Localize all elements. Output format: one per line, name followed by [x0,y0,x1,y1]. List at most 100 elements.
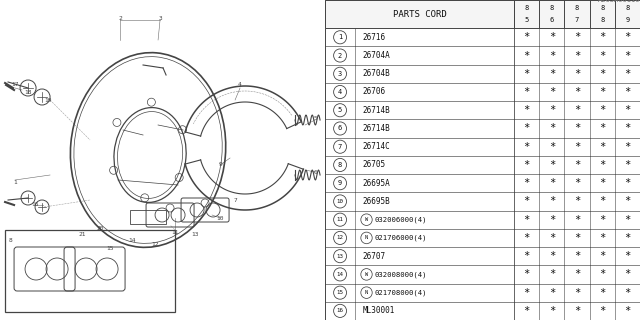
Text: *: * [574,142,580,152]
Text: 7: 7 [233,197,237,203]
Text: *: * [599,288,605,298]
Text: *: * [624,178,630,188]
Bar [325,0,640,28]
Text: 032008000(4): 032008000(4) [374,271,427,278]
Text: 4: 4 [338,89,342,95]
Text: 8: 8 [600,5,604,11]
Text: 13: 13 [337,254,344,259]
Text: *: * [524,178,530,188]
Text: 16: 16 [31,203,39,207]
Text: *: * [548,32,555,42]
Text: A263A00110: A263A00110 [598,0,640,3]
Text: 032006000(4): 032006000(4) [374,216,427,223]
Text: 26695A: 26695A [363,179,390,188]
Text: *: * [599,178,605,188]
Text: *: * [599,87,605,97]
Text: *: * [574,124,580,133]
Text: *: * [574,160,580,170]
Text: *: * [574,32,580,42]
Text: 26706: 26706 [363,87,386,97]
Text: *: * [524,288,530,298]
Text: *: * [524,215,530,225]
Text: 9: 9 [218,163,222,167]
Text: *: * [624,69,630,79]
Text: ML30001: ML30001 [363,306,396,316]
Text: 17: 17 [12,83,19,87]
Text: 26707: 26707 [363,252,386,261]
Text: 12: 12 [337,236,344,240]
Text: *: * [599,306,605,316]
Text: 8: 8 [550,5,554,11]
Text: 12: 12 [151,243,159,247]
Text: 8: 8 [575,5,579,11]
Text: 26716: 26716 [363,33,386,42]
Text: *: * [548,105,555,115]
Text: *: * [624,269,630,279]
Text: 6: 6 [550,17,554,23]
Text: *: * [624,87,630,97]
Text: 15: 15 [106,245,114,251]
Text: *: * [524,142,530,152]
Text: 6: 6 [313,170,317,174]
Text: 11: 11 [172,230,179,236]
Text: W: W [365,272,368,277]
Text: *: * [599,269,605,279]
Text: 3: 3 [338,71,342,77]
Text: 15: 15 [337,290,344,295]
Text: 26714C: 26714C [363,142,390,151]
Text: PARTS CORD: PARTS CORD [393,10,447,19]
Text: *: * [574,87,580,97]
Text: *: * [548,142,555,152]
Text: *: * [624,288,630,298]
Text: 16: 16 [337,308,344,313]
Text: 8: 8 [625,5,630,11]
Text: 9: 9 [625,17,630,23]
Text: *: * [624,251,630,261]
Text: W: W [365,217,368,222]
Text: *: * [548,69,555,79]
Text: *: * [624,51,630,60]
Bar [130,210,166,224]
Text: 2: 2 [338,52,342,59]
Text: *: * [574,178,580,188]
Text: *: * [574,196,580,206]
Text: *: * [599,215,605,225]
Text: *: * [599,196,605,206]
Text: 7: 7 [575,17,579,23]
Text: N: N [365,236,368,240]
Text: *: * [599,32,605,42]
Text: 14: 14 [337,272,344,277]
Text: 5: 5 [313,116,317,121]
Text: *: * [524,124,530,133]
Text: *: * [548,269,555,279]
Text: *: * [524,233,530,243]
Text: *: * [524,269,530,279]
Text: 26695B: 26695B [363,197,390,206]
Text: *: * [574,105,580,115]
Text: *: * [548,87,555,97]
Text: *: * [599,251,605,261]
Text: *: * [624,306,630,316]
Text: 021706000(4): 021706000(4) [374,235,427,241]
Text: *: * [548,196,555,206]
Text: *: * [574,69,580,79]
Text: 1: 1 [338,34,342,40]
Text: *: * [524,251,530,261]
Text: *: * [599,124,605,133]
Text: *: * [599,69,605,79]
Text: 6: 6 [338,125,342,132]
Text: *: * [624,196,630,206]
Text: *: * [624,142,630,152]
Text: *: * [574,288,580,298]
Text: *: * [548,251,555,261]
Text: *: * [599,142,605,152]
Text: 021708000(4): 021708000(4) [374,289,427,296]
Text: 10: 10 [216,215,224,220]
Text: *: * [548,306,555,316]
Text: *: * [548,215,555,225]
Text: *: * [599,51,605,60]
Text: *: * [524,160,530,170]
Text: *: * [574,251,580,261]
Text: 18: 18 [24,91,32,95]
Text: 5: 5 [338,107,342,113]
